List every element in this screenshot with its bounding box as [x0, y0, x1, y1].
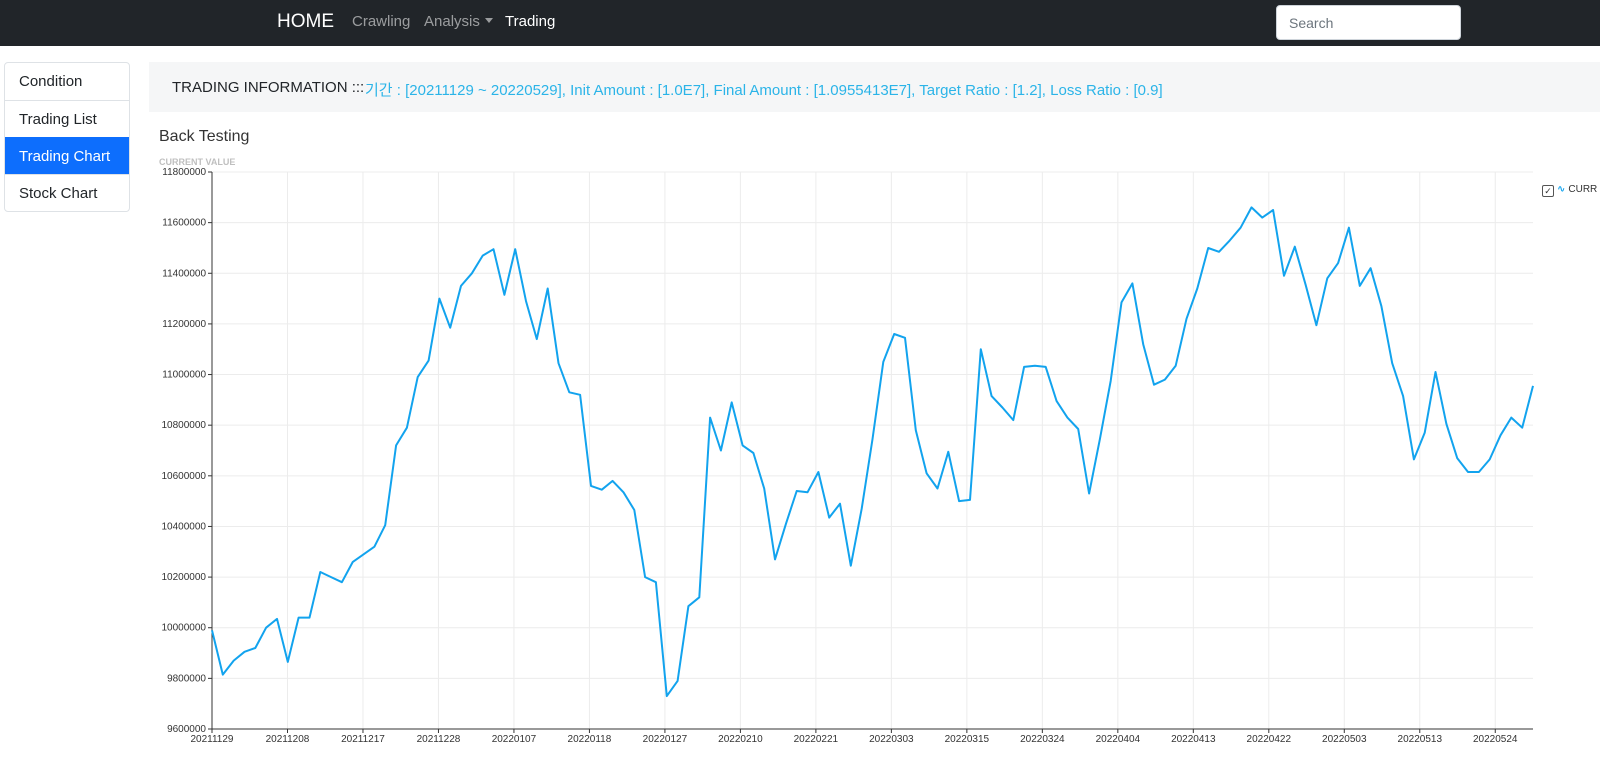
x-tick-label: 20220404 — [1096, 734, 1141, 745]
sidebar-item-trading-list[interactable]: Trading List — [5, 100, 129, 137]
x-tick-label: 20220221 — [794, 734, 839, 745]
y-tick-label: 9800000 — [167, 673, 206, 684]
nav-trading-link[interactable]: Trading — [505, 13, 556, 30]
series-line-icon: ∿ — [1557, 184, 1566, 195]
x-tick-label: 20211217 — [341, 734, 385, 745]
x-tick-label: 20220503 — [1322, 734, 1367, 745]
nav-analysis-label: Analysis — [424, 13, 480, 30]
series-line — [211, 206, 1534, 698]
x-tick-label: 20220422 — [1247, 734, 1292, 745]
legend-checkbox-icon[interactable]: ✓ — [1542, 185, 1554, 197]
y-tick-label: 11600000 — [162, 218, 206, 229]
x-tick-label: 20220324 — [1020, 734, 1065, 745]
sidebar-item-stock-chart[interactable]: Stock Chart — [5, 174, 129, 211]
section-title: Back Testing — [159, 128, 250, 145]
x-tick-label: 20211129 — [190, 734, 233, 745]
x-tick-label: 20220524 — [1473, 734, 1518, 745]
x-tick-label: 20220107 — [492, 734, 537, 745]
trading-info-label: TRADING INFORMATION ::: — [172, 79, 365, 96]
sidebar-item-condition[interactable]: Condition — [19, 73, 83, 90]
x-tick-label: 20220127 — [643, 734, 688, 745]
nav-crawling-link[interactable]: Crawling — [352, 13, 411, 30]
trading-info-bar: TRADING INFORMATION ::: 기간 : [20211129 ~… — [149, 62, 1600, 112]
x-tick-label: 20220303 — [869, 734, 914, 745]
y-tick-label: 10800000 — [162, 420, 207, 431]
trading-info-value: 기간 : [20211129 ~ 20220529], Init Amount … — [365, 82, 1163, 99]
search-input[interactable] — [1276, 5, 1461, 40]
y-tick-label: 11200000 — [162, 319, 206, 330]
y-tick-label: 11000000 — [162, 370, 206, 381]
legend-label: CURR — [1568, 184, 1598, 195]
x-tick-label: 20220513 — [1398, 734, 1443, 745]
y-tick-label: 10600000 — [162, 471, 207, 482]
nav-analysis-dropdown[interactable]: Analysis — [424, 13, 493, 30]
y-tick-label: 11800000 — [162, 167, 206, 178]
x-tick-label: 20220210 — [718, 734, 763, 745]
sidebar-menu: Condition Trading List Trading Chart Sto… — [4, 62, 130, 212]
home-brand-link[interactable]: HOME — [277, 11, 334, 32]
chart-title: CURRENT VALUE — [159, 157, 236, 167]
chart-legend[interactable]: ✓ ∿ CURR — [1542, 184, 1597, 197]
y-tick-label: 10000000 — [162, 623, 207, 634]
x-tick-label: 20211228 — [417, 734, 461, 745]
y-tick-label: 10400000 — [162, 521, 207, 532]
y-tick-label: 11400000 — [162, 268, 206, 279]
y-tick-label: 10200000 — [162, 572, 207, 583]
caret-down-icon — [484, 18, 493, 23]
x-tick-label: 20211208 — [266, 734, 310, 745]
top-navbar: HOME Crawling Analysis Trading — [0, 0, 1600, 46]
x-tick-label: 20220315 — [945, 734, 990, 745]
x-tick-label: 20220413 — [1171, 734, 1216, 745]
y-tick-label: 9600000 — [167, 724, 206, 735]
sidebar-item-trading-chart[interactable]: Trading Chart — [5, 137, 129, 174]
x-tick-label: 20220118 — [568, 734, 612, 745]
